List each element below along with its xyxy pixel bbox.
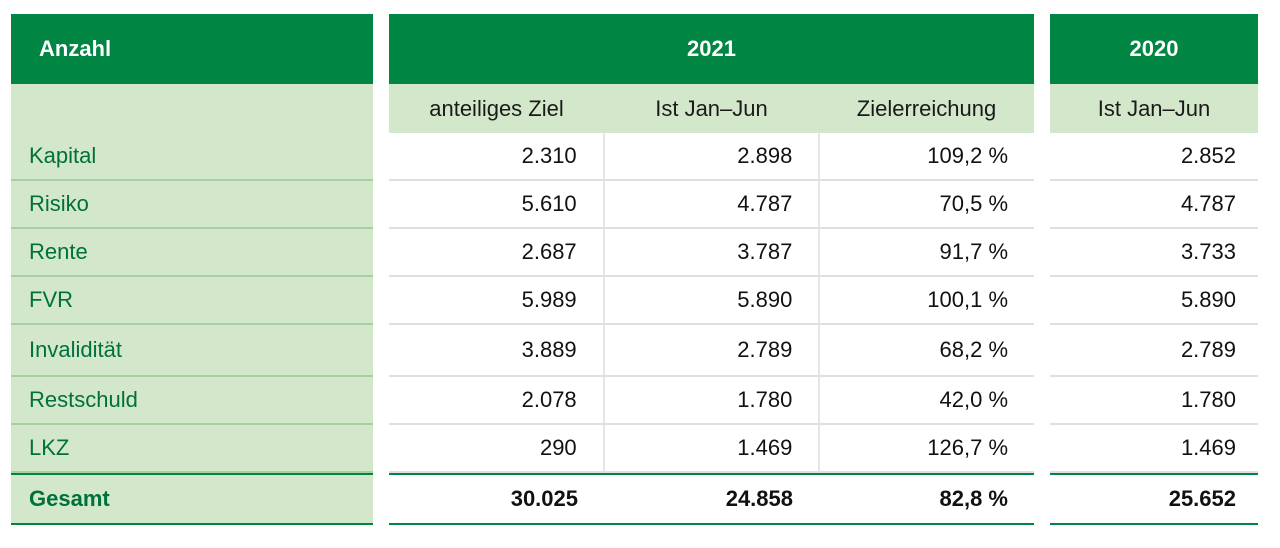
row-label-5: Restschuld (11, 377, 373, 425)
row-label-total: Gesamt (11, 473, 373, 525)
cell-zielerreichung: 42,0 % (818, 377, 1034, 423)
group-2021: 2021 anteiliges Ziel Ist Jan–Jun Zielerr… (389, 14, 1034, 525)
row-label-3: FVR (11, 277, 373, 325)
total-ist-2021: 24.858 (725, 486, 793, 511)
cell-ziel: 5.610 (521, 191, 577, 216)
label-column: Anzahl Kapital Risiko Rente FVR Invalidi… (11, 14, 373, 525)
cell-ist-2021: 1.469 (602, 425, 819, 471)
table-row: 4.787 (1050, 181, 1258, 229)
cell-ziel: 290 (539, 435, 577, 460)
cell-zielerreichung: 100,1 % (818, 277, 1034, 323)
header-2020: 2020 (1050, 14, 1258, 84)
cell-ist-2020: 4.787 (1180, 191, 1236, 216)
row-label: Invalidität (29, 337, 122, 362)
row-label: Risiko (29, 191, 89, 216)
cell-ist-2020: 5.890 (1180, 287, 1236, 312)
row-label: Kapital (29, 143, 97, 168)
table-row: 5.890 (1050, 277, 1258, 325)
subheader-ist-2020: Ist Jan–Jun (1097, 95, 1211, 121)
cell-ist-2020: 1.469 (1180, 435, 1236, 460)
row-label: LKZ (29, 435, 70, 460)
cell-ist-2020: 2.789 (1180, 337, 1236, 362)
row-label: FVR (29, 287, 73, 312)
table-row: 2.078 1.780 42,0 % (389, 377, 1034, 425)
cell-zielerreichung: 68,2 % (818, 325, 1034, 375)
row-label: Rente (29, 239, 88, 264)
row-label-6: LKZ (11, 425, 373, 473)
subheader-2020: Ist Jan–Jun (1050, 84, 1258, 133)
cell-ziel: 5.989 (521, 287, 577, 312)
row-label-2: Rente (11, 229, 373, 277)
cell-ziel: 2.687 (521, 239, 577, 264)
subheader-empty (11, 84, 373, 133)
cell-zielerreichung: 91,7 % (818, 229, 1034, 275)
table-row: 1.780 (1050, 377, 1258, 425)
table-row-total: 30.025 24.858 82,8 % (389, 473, 1034, 525)
table-row: 3.733 (1050, 229, 1258, 277)
subheader-anteiliges-ziel: anteiliges Ziel (429, 95, 564, 121)
cell-ist-2020: 1.780 (1180, 387, 1236, 412)
subheader-ist-2021: Ist Jan–Jun (655, 95, 768, 121)
row-label-1: Risiko (11, 181, 373, 229)
cell-ist-2021: 1.780 (602, 377, 819, 423)
cell-zielerreichung: 109,2 % (818, 133, 1034, 179)
cell-ist-2021: 4.787 (602, 181, 819, 227)
table-row: 5.610 4.787 70,5 % (389, 181, 1034, 229)
cell-ist-2020: 2.852 (1180, 143, 1236, 168)
cell-ist-2021: 2.898 (602, 133, 819, 179)
row-label: Restschuld (29, 387, 138, 412)
table-row: 5.989 5.890 100,1 % (389, 277, 1034, 325)
cell-ziel: 2.078 (521, 387, 577, 412)
subheader-zielerreichung: Zielerreichung (856, 95, 997, 121)
table-row: 2.789 (1050, 325, 1258, 377)
cell-zielerreichung: 70,5 % (818, 181, 1034, 227)
total-ist-2020: 25.652 (1168, 486, 1236, 511)
cell-ziel: 2.310 (521, 143, 577, 168)
cell-zielerreichung: 126,7 % (818, 425, 1034, 471)
row-label-0: Kapital (11, 133, 373, 181)
header-anzahl: Anzahl (11, 14, 373, 84)
table-row: 3.889 2.789 68,2 % (389, 325, 1034, 377)
table-row: 2.687 3.787 91,7 % (389, 229, 1034, 277)
cell-ist-2020: 3.733 (1180, 239, 1236, 264)
table-row-total: 25.652 (1050, 473, 1258, 525)
table-row: 290 1.469 126,7 % (389, 425, 1034, 473)
cell-ist-2021: 2.789 (602, 325, 819, 375)
table-row: 2.852 (1050, 133, 1258, 181)
total-label: Gesamt (29, 486, 110, 511)
group-2020: 2020 Ist Jan–Jun 2.852 4.787 3.733 5.890… (1050, 14, 1258, 525)
cell-ziel: 3.889 (521, 337, 577, 362)
table-row: 1.469 (1050, 425, 1258, 473)
total-zielerreichung: 82,8 % (939, 486, 1009, 511)
table-row: 2.310 2.898 109,2 % (389, 133, 1034, 181)
subheader-2021: anteiliges Ziel Ist Jan–Jun Zielerreichu… (389, 84, 1034, 133)
header-2021: 2021 (389, 14, 1034, 84)
cell-ist-2021: 3.787 (602, 229, 819, 275)
row-label-4: Invalidität (11, 325, 373, 377)
cell-ist-2021: 5.890 (602, 277, 819, 323)
total-ziel: 30.025 (510, 486, 578, 511)
